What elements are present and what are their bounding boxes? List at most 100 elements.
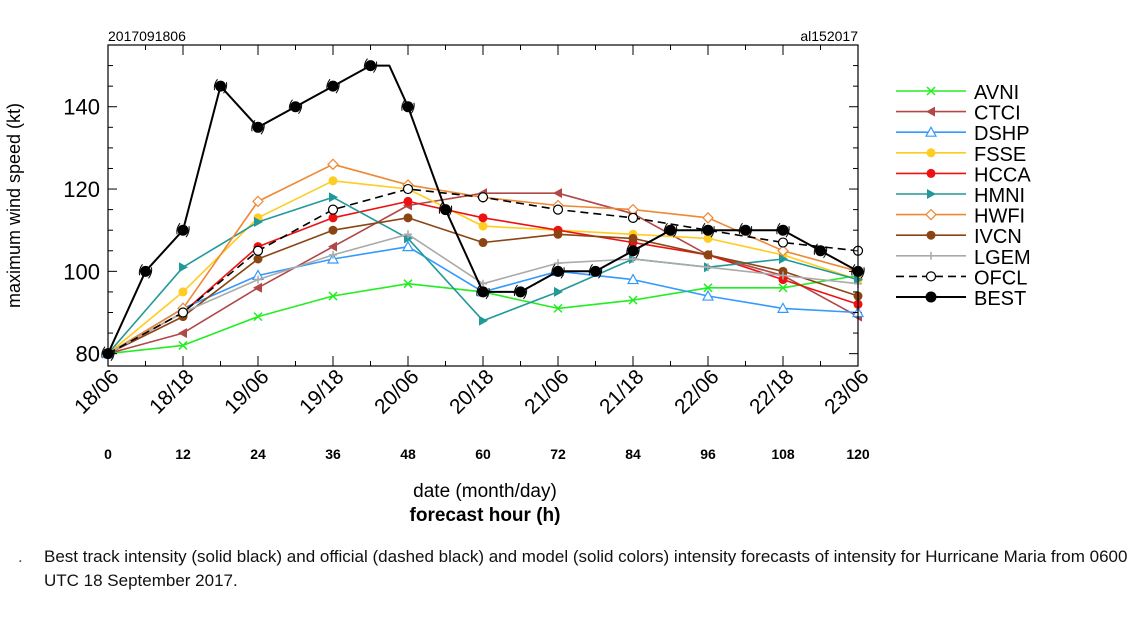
data-point-avni (178, 340, 188, 350)
best-track-symbol (363, 58, 378, 73)
data-point-fsse (178, 287, 188, 297)
best-track-symbol (401, 99, 415, 115)
data-point-ivcn (778, 266, 788, 276)
x-tick-hour-label: 96 (700, 446, 716, 462)
data-point-ofcl (402, 183, 414, 195)
data-point-best (440, 204, 451, 216)
data-point-hcca (778, 275, 788, 285)
y-axis-label: maximum wind speed (kt) (4, 103, 24, 308)
data-point-best (402, 101, 414, 113)
legend-item-ivcn: IVCN (896, 226, 1022, 248)
legend-item-ofcl: OFCL (896, 267, 1027, 289)
intensity-chart: 2017091806 al152017 80 100 120 140 18/06 0 18/18… (4, 28, 1031, 526)
data-point-avni (403, 279, 413, 289)
best-track-symbol (701, 222, 715, 238)
x-axis-label-hours: forecast hour (h) (410, 505, 561, 526)
legend-label: DSHP (974, 123, 1030, 145)
legend-item-ctci: CTCI (896, 103, 1021, 125)
data-point-best (215, 80, 226, 92)
data-point-ivcn (403, 213, 413, 223)
legend-label: FSSE (974, 144, 1026, 166)
x-axis-label: date (month/day) (413, 481, 557, 502)
legend-item-best: BEST (896, 288, 1026, 310)
x-tick-date-label: 22/06 (670, 365, 723, 418)
best-track-symbol (213, 78, 228, 94)
legend-label: OFCL (974, 267, 1027, 289)
data-point-ivcn (478, 238, 488, 248)
data-point-ivcn (553, 229, 563, 239)
data-point-ofcl (327, 204, 339, 215)
data-point-avni (553, 303, 563, 313)
legend-marker (926, 106, 935, 117)
legend-marker (926, 86, 936, 96)
data-point-lgem (254, 275, 262, 284)
data-point-best (365, 60, 376, 72)
legend-marker (927, 189, 936, 199)
x-tick-date-label: 19/18 (295, 365, 348, 418)
data-point-best (515, 286, 526, 298)
legend-label: CTCI (974, 103, 1021, 125)
chart-title-left: 2017091806 (108, 28, 186, 44)
data-point-best (627, 245, 639, 257)
legend-marker (926, 230, 936, 240)
data-point-best (252, 121, 264, 133)
legend-item-lgem: LGEM (896, 247, 1031, 269)
data-point-avni (253, 312, 263, 322)
x-tick-hour-label: 72 (550, 446, 566, 462)
data-point-best (665, 224, 676, 236)
data-point-best (290, 101, 301, 113)
best-track-symbol (851, 264, 865, 279)
data-point-hmni (404, 233, 413, 244)
data-point-lgem (404, 230, 412, 239)
data-point-dshp (776, 302, 790, 313)
x-tick-hour-label: 60 (475, 446, 491, 462)
data-point-hwfi (777, 244, 789, 257)
best-track-symbol (588, 264, 603, 279)
legend-label: LGEM (974, 247, 1031, 269)
best-track-symbol (326, 78, 340, 94)
best-track-symbol (626, 243, 640, 259)
series-hwfi (102, 158, 864, 360)
x-tick-date-label: 22/18 (745, 365, 798, 418)
legend-item-fsse: FSSE (896, 144, 1026, 166)
legend-label: HMNI (974, 185, 1025, 207)
data-point-hmni (329, 192, 338, 203)
best-track-symbol (513, 284, 528, 300)
x-tick-date-label: 20/06 (370, 365, 423, 418)
series-fsse (103, 176, 863, 359)
data-point-dshp (701, 289, 715, 301)
best-track-symbol (438, 202, 453, 217)
legend-marker (926, 148, 936, 158)
data-point-ofcl (552, 204, 564, 215)
data-point-ivcn (703, 250, 713, 260)
legend-label: BEST (974, 288, 1026, 310)
data-point-best (740, 224, 751, 236)
legend-item-hwfi: HWFI (896, 206, 1025, 228)
data-point-fsse (703, 233, 713, 243)
data-point-lgem (704, 263, 712, 272)
data-point-hmni (554, 286, 563, 297)
legend-label: IVCN (974, 226, 1022, 248)
legend-item-hmni: HMNI (896, 185, 1025, 207)
legend-marker (925, 291, 937, 303)
y-tick-label: 80 (76, 342, 100, 367)
x-tick-hour-label: 120 (846, 446, 870, 462)
data-point-lgem (629, 255, 637, 263)
data-point-hcca (478, 213, 488, 223)
legend-marker (927, 251, 935, 260)
data-point-ofcl (627, 212, 639, 223)
data-point-hwfi (327, 158, 339, 171)
best-track-symbol (476, 284, 490, 300)
data-point-hcca (328, 213, 338, 223)
x-tick-hour-label: 108 (771, 446, 795, 462)
data-point-best (815, 245, 826, 257)
data-point-ctci (553, 188, 562, 199)
data-point-ofcl (777, 237, 789, 248)
data-point-ivcn (628, 233, 638, 243)
data-point-dshp (626, 273, 640, 285)
data-point-hwfi (702, 211, 714, 224)
data-point-best (552, 265, 564, 277)
data-point-hmni (479, 315, 488, 326)
figure-caption: Best track intensity (solid black) and o… (44, 547, 1128, 590)
data-point-best (140, 265, 151, 277)
